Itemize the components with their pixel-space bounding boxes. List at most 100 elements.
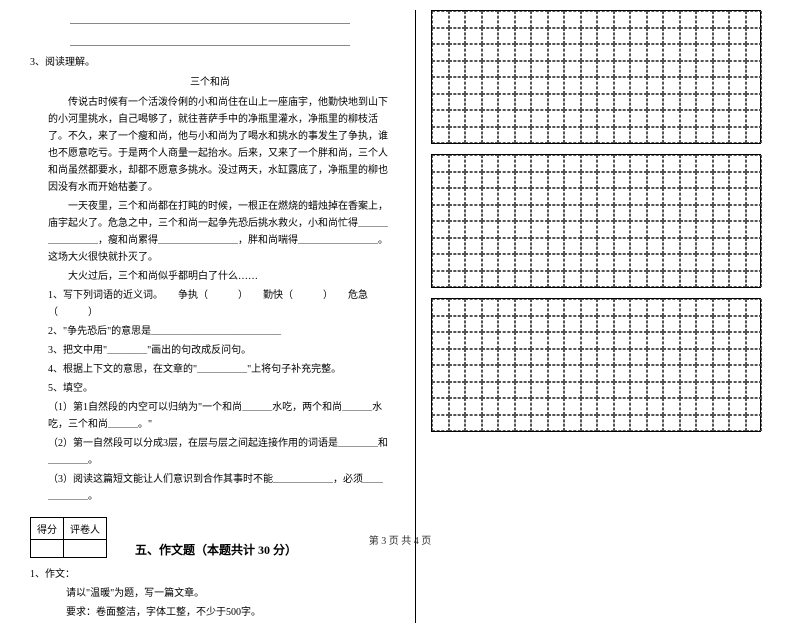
grid-cell — [614, 332, 631, 349]
grid-cell — [597, 44, 614, 61]
grid-cell — [630, 28, 647, 45]
grid-cell — [465, 332, 482, 349]
grid-cell — [729, 349, 746, 366]
grid-row — [432, 61, 760, 78]
grid-cell — [548, 188, 565, 205]
grid-cell — [515, 77, 532, 94]
grid-cell — [531, 332, 548, 349]
grid-cell — [729, 110, 746, 127]
grid-cell — [696, 332, 713, 349]
grid-cell — [432, 188, 449, 205]
grid-cell — [498, 28, 515, 45]
grid-cell — [746, 316, 763, 333]
grid-cell — [515, 155, 532, 172]
grid-cell — [515, 28, 532, 45]
grid-cell — [515, 127, 532, 144]
grid-row — [432, 415, 760, 432]
grid-cell — [663, 365, 680, 382]
grid-cell — [680, 61, 697, 78]
sub-question-5-2: （2）第一自然段可以分成3层，在层与层之间起连接作用的词语是＿＿＿＿和＿＿＿＿。 — [30, 435, 390, 469]
grid-cell — [531, 61, 548, 78]
grid-cell — [647, 77, 664, 94]
grid-cell — [564, 77, 581, 94]
grid-cell — [531, 365, 548, 382]
grid-cell — [548, 44, 565, 61]
passage-paragraph-1: 传说古时候有一个活泼伶俐的小和尚住在山上一座庙宇，他勤快地到山下的小河里挑水，自… — [30, 94, 390, 196]
grid-cell — [531, 271, 548, 288]
grid-cell — [465, 415, 482, 432]
grid-cell — [746, 205, 763, 222]
grid-cell — [713, 77, 730, 94]
grid-row — [432, 205, 760, 222]
grid-cell — [729, 254, 746, 271]
grid-cell — [729, 332, 746, 349]
grid-cell — [449, 398, 466, 415]
grid-cell — [548, 349, 565, 366]
grid-cell — [630, 94, 647, 111]
grid-cell — [729, 221, 746, 238]
grid-cell — [548, 332, 565, 349]
grid-cell — [449, 155, 466, 172]
grid-cell — [498, 172, 515, 189]
grid-cell — [498, 94, 515, 111]
grid-cell — [564, 221, 581, 238]
grid-cell — [630, 415, 647, 432]
writing-grid-block — [431, 154, 755, 288]
grid-cell — [647, 28, 664, 45]
grid-cell — [482, 127, 499, 144]
grid-cell — [432, 349, 449, 366]
grid-cell — [729, 28, 746, 45]
grid-cell — [614, 205, 631, 222]
grid-cell — [647, 11, 664, 28]
grid-cell — [482, 382, 499, 399]
grid-cell — [465, 11, 482, 28]
grid-row — [432, 11, 760, 28]
grid-cell — [432, 316, 449, 333]
grid-cell — [614, 271, 631, 288]
grid-cell — [449, 254, 466, 271]
grid-cell — [614, 188, 631, 205]
grid-cell — [548, 221, 565, 238]
grid-cell — [564, 271, 581, 288]
grid-cell — [581, 77, 598, 94]
grid-cell — [482, 415, 499, 432]
grid-cell — [746, 155, 763, 172]
grid-cell — [482, 254, 499, 271]
grid-cell — [597, 28, 614, 45]
grid-cell — [564, 316, 581, 333]
grid-cell — [630, 155, 647, 172]
grid-cell — [564, 205, 581, 222]
grid-cell — [647, 254, 664, 271]
grid-cell — [581, 28, 598, 45]
grid-cell — [432, 398, 449, 415]
grid-row — [432, 238, 760, 255]
grid-cell — [548, 28, 565, 45]
grid-cell — [498, 155, 515, 172]
grid-cell — [465, 254, 482, 271]
grid-cell — [531, 188, 548, 205]
grid-cell — [515, 271, 532, 288]
grid-cell — [432, 110, 449, 127]
grid-cell — [663, 299, 680, 316]
grid-cell — [696, 77, 713, 94]
grid-row — [432, 155, 760, 172]
grid-cell — [515, 221, 532, 238]
grid-cell — [548, 94, 565, 111]
grid-cell — [696, 271, 713, 288]
grid-cell — [548, 415, 565, 432]
grid-cell — [729, 238, 746, 255]
grid-cell — [581, 271, 598, 288]
grid-cell — [680, 271, 697, 288]
grid-cell — [680, 205, 697, 222]
grid-cell — [647, 61, 664, 78]
grid-cell — [597, 127, 614, 144]
grid-cell — [531, 28, 548, 45]
writing-grid-block — [431, 298, 755, 432]
grid-row — [432, 110, 760, 127]
grid-cell — [432, 77, 449, 94]
grid-cell — [696, 205, 713, 222]
grid-row — [432, 316, 760, 333]
grid-cell — [465, 299, 482, 316]
grid-cell — [696, 398, 713, 415]
grid-cell — [449, 316, 466, 333]
